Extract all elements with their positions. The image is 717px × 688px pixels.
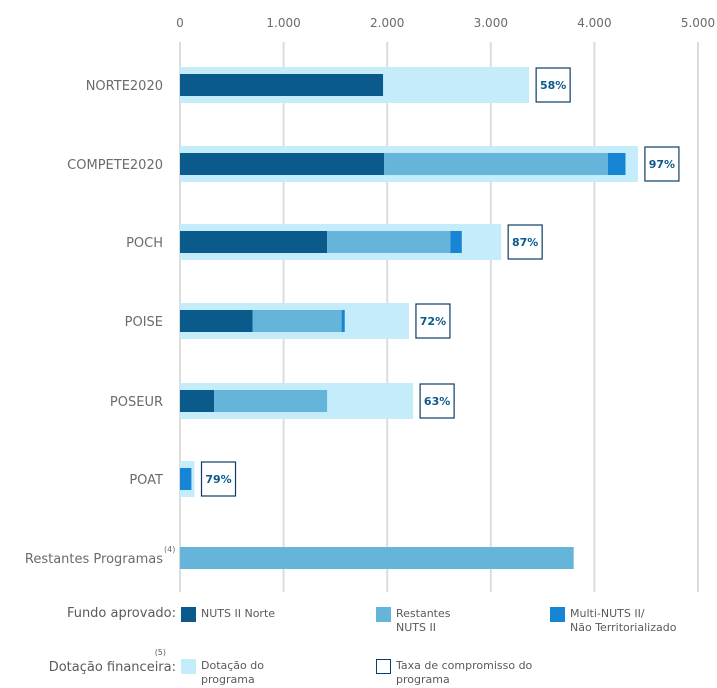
bar-segment (450, 231, 462, 253)
percent-box (644, 146, 680, 182)
percent-box (419, 383, 455, 419)
percent-label: 63% (424, 395, 450, 408)
bar-segment (180, 231, 328, 253)
bar-segment (607, 153, 626, 175)
bars (180, 67, 638, 569)
percent-label: 72% (420, 315, 446, 328)
legend-dotacao-note: (5) (154, 648, 167, 657)
bar-segment (341, 310, 345, 332)
percent-label: 58% (540, 79, 566, 92)
category-label: NORTE2020 (86, 79, 163, 94)
bar-segment (180, 468, 192, 490)
bar-segment (180, 390, 215, 412)
percent-box (200, 461, 237, 497)
x-tick-label: 1.000 (266, 16, 300, 30)
category-label: Restantes Programas (25, 552, 163, 567)
legend-label-restantes: Restantes NUTS II (396, 607, 451, 634)
legend-dotacao-title: Dotação financeira: (5) (48, 648, 176, 675)
x-tick-label: 0 (176, 16, 184, 30)
legend-label-nuts-norte: NUTS II Norte (201, 607, 276, 620)
bar-segment (180, 153, 385, 175)
category-label: COMPETE2020 (67, 158, 163, 173)
bar-segment (327, 231, 451, 253)
legend-swatch-restantes (376, 607, 391, 622)
legend-swatch-multi (550, 607, 565, 622)
bar-segment (384, 153, 608, 175)
category-label: POISE (125, 315, 163, 330)
legend-item-multi: Multi-NUTS II/ Não Territorializado (550, 607, 676, 635)
legend-item-dotacao: Dotação do programa (181, 659, 264, 687)
legend-label-dotacao: Dotação do programa (201, 659, 264, 686)
legend-item-restantes: Restantes NUTS II (376, 607, 450, 635)
x-tick-label: 4.000 (577, 16, 611, 30)
legend-label-multi: Multi-NUTS II/ Não Territorializado (570, 607, 677, 634)
percent-label: 97% (649, 158, 675, 171)
bar-segment (180, 547, 574, 569)
bar-segment (180, 74, 384, 96)
percent-boxes: 58% 97% 87% 72% 63% 79% (200, 67, 680, 497)
category-note: (4) (164, 545, 175, 554)
bar-segment (252, 310, 342, 332)
category-labels: NORTE2020 COMPETE2020 POCH POISE POSEUR POAT R… (25, 79, 175, 567)
percent-box (535, 67, 571, 103)
percent-label: 87% (512, 236, 538, 249)
legend-item-taxa: Taxa de compromisso do programa (376, 659, 532, 687)
x-tick-label: 2.000 (370, 16, 404, 30)
category-label: POSEUR (110, 395, 163, 410)
x-tick-label: 3.000 (474, 16, 508, 30)
legend-fundo-title: Fundo aprovado: (66, 606, 176, 621)
x-tick-label: 5.000 (681, 16, 715, 30)
x-axis-ticks: 0 1.000 2.000 3.000 4.000 5.000 (176, 16, 715, 30)
legend-swatch-taxa (376, 659, 391, 674)
legend-dotacao-title-text: Dotação financeira: (48, 660, 176, 675)
category-label: POCH (126, 236, 163, 251)
percent-box (415, 303, 451, 339)
percent-label: 79% (205, 473, 231, 486)
legend-swatch-dotacao (181, 659, 196, 674)
legend-swatch-nuts-norte (181, 607, 196, 622)
bar-segment (214, 390, 328, 412)
legend-item-nuts-norte: NUTS II Norte (181, 607, 275, 622)
legend-label-taxa: Taxa de compromisso do programa (396, 659, 533, 686)
bar-chart: 0 1.000 2.000 3.000 4.000 5.000 NORTE2020 COMP… (25, 16, 715, 592)
category-label: POAT (129, 473, 163, 488)
bar-segment (180, 310, 253, 332)
percent-box (507, 224, 543, 260)
